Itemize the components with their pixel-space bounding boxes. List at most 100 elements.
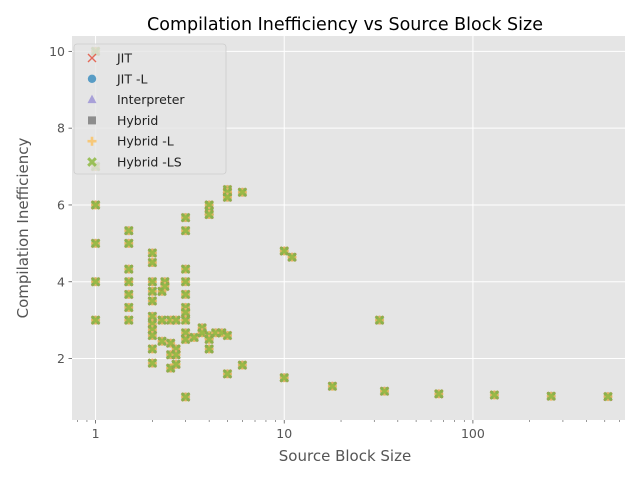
- series-marker: [237, 360, 248, 370]
- data-point: [180, 225, 191, 236]
- data-point: [147, 295, 158, 306]
- data-point: [379, 386, 390, 397]
- filled-x-marker: [180, 392, 191, 402]
- series-marker: [379, 386, 390, 397]
- series-marker: [147, 330, 158, 341]
- series-marker: [204, 344, 215, 354]
- series-marker: [603, 391, 613, 402]
- data-point: [123, 225, 134, 236]
- x-tick-label: 10: [276, 426, 292, 441]
- series-marker: [160, 281, 170, 292]
- series-marker: [237, 187, 248, 198]
- series-marker: [180, 392, 191, 402]
- legend-item: Hybrid -LS: [87, 155, 182, 170]
- x-axis-label: Source Block Size: [279, 447, 411, 465]
- data-point: [287, 252, 297, 263]
- x-tick-label: 100: [461, 426, 485, 441]
- legend-marker: [87, 94, 97, 104]
- data-point: [160, 281, 170, 292]
- legend-label: Hybrid -LS: [117, 155, 182, 170]
- filled-x-marker: [171, 349, 181, 360]
- y-tick-label: 10: [49, 44, 65, 59]
- data-point: [180, 307, 191, 318]
- series-marker: [189, 332, 199, 343]
- filled-x-marker: [279, 372, 290, 383]
- data-point: [147, 330, 158, 341]
- series-marker: [147, 296, 158, 306]
- filled-x-marker: [147, 257, 158, 268]
- data-point: [123, 289, 134, 300]
- filled-x-marker: [157, 336, 167, 347]
- data-point: [433, 388, 444, 399]
- data-point: [147, 276, 158, 287]
- series-marker: [123, 276, 134, 287]
- data-point: [204, 209, 215, 220]
- series-marker: [180, 334, 191, 345]
- y-tick-label: 6: [57, 197, 65, 212]
- data-point: [327, 381, 338, 392]
- data-point: [180, 212, 191, 223]
- filled-x-marker: [147, 358, 158, 369]
- y-axis-ticks: 2 4 6 8 10: [49, 44, 72, 366]
- legend-label: Interpreter: [117, 92, 185, 107]
- data-point: [546, 391, 557, 402]
- data-point: [279, 246, 290, 256]
- data-point: [222, 330, 233, 341]
- legend-item: JIT -L: [87, 71, 147, 86]
- filled-x-marker: [204, 344, 215, 354]
- series-marker: [147, 248, 158, 258]
- data-point: [180, 276, 191, 287]
- filled-x-marker: [180, 307, 191, 318]
- series-marker: [279, 246, 290, 256]
- filled-x-marker: [237, 187, 248, 198]
- x-axis-ticks: 1 10 100: [76, 420, 621, 441]
- filled-x-marker: [204, 209, 215, 220]
- legend-marker: [87, 53, 97, 63]
- filled-x-marker: [90, 315, 101, 326]
- series-marker: [147, 257, 158, 268]
- data-point: [123, 315, 134, 326]
- legend-label: Hybrid -L: [117, 134, 174, 149]
- filled-x-marker: [180, 289, 191, 300]
- series-marker: [123, 315, 134, 326]
- legend-marker: [88, 116, 96, 125]
- series-marker: [180, 264, 191, 274]
- data-point: [147, 343, 158, 354]
- data-point: [123, 238, 134, 249]
- legend-item: Interpreter: [87, 92, 185, 107]
- data-point: [147, 286, 158, 297]
- filled-x-marker: [180, 264, 191, 274]
- series-marker: [180, 225, 191, 236]
- filled-x-marker: [160, 281, 170, 292]
- filled-x-marker: [123, 264, 134, 274]
- filled-x-marker: [147, 286, 158, 297]
- legend-marker: [87, 157, 97, 167]
- x-tick-label: 1: [92, 426, 100, 441]
- x-marker: [87, 53, 97, 63]
- data-point: [189, 332, 199, 343]
- legend: JIT JIT -L Interpreter Hybrid Hybrid -L Hybri…: [73, 43, 227, 175]
- data-point: [171, 349, 181, 360]
- series-marker: [180, 315, 191, 326]
- circle-marker: [87, 74, 97, 84]
- legend-label: JIT -L: [116, 71, 147, 86]
- legend-marker: [87, 74, 97, 84]
- data-point: [90, 315, 101, 326]
- filled-x-marker: [147, 330, 158, 341]
- filled-x-marker: [603, 391, 613, 402]
- data-point: [157, 286, 167, 297]
- series-marker: [180, 289, 191, 300]
- series-marker: [171, 315, 181, 326]
- data-points: [90, 46, 613, 402]
- filled-x-marker: [90, 200, 101, 210]
- data-point: [222, 368, 233, 379]
- filled-x-marker: [180, 276, 191, 287]
- legend-label: JIT: [116, 51, 132, 66]
- data-point: [157, 336, 167, 347]
- series-marker: [489, 390, 500, 400]
- series-marker: [171, 359, 181, 370]
- data-point: [279, 372, 290, 383]
- data-point: [374, 315, 385, 326]
- series-marker: [180, 276, 191, 287]
- filled-x-marker: [123, 238, 134, 249]
